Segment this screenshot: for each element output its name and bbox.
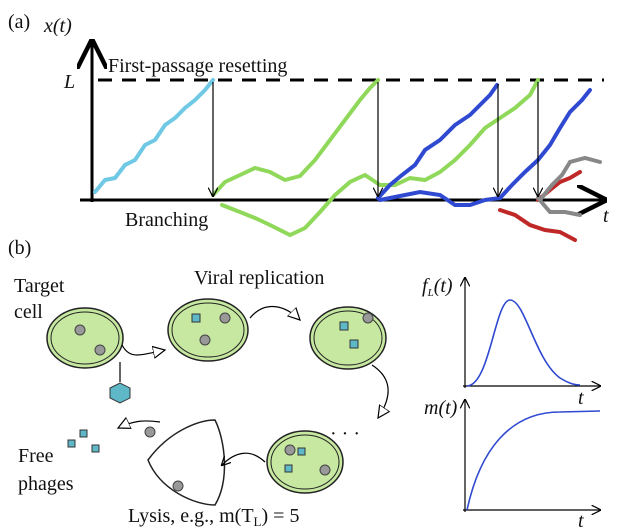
plot-bottom: m(t) t — [424, 397, 600, 529]
lysis-text: Lysis, e.g., m(T — [128, 505, 254, 527]
lysis-text: ) = 5 — [262, 505, 300, 527]
reset-arrows — [213, 82, 538, 196]
y-label: fL(t) — [422, 275, 453, 299]
cells — [47, 299, 386, 505]
panel-label: (a) — [8, 11, 30, 33]
y-label: m(t) — [424, 397, 458, 419]
free-phages-label: Free — [18, 445, 54, 467]
panel-label: (b) — [8, 237, 31, 259]
lysis-label: Lysis, e.g., m(TL) = 5 — [128, 505, 299, 529]
panel-b: (b) Target cell Viral replication Free p… — [8, 237, 600, 529]
viral-replication-label: Viral replication — [194, 267, 324, 289]
target-cell-label: cell — [14, 301, 43, 323]
y-label-text: (t) — [434, 275, 453, 297]
free-phages-label: phages — [18, 473, 74, 495]
threshold-label: L — [63, 71, 75, 93]
y-axis-label: x(t) — [43, 15, 72, 37]
lysis-subscript: L — [254, 514, 262, 529]
x-label: t — [578, 510, 584, 529]
plot-top: fL(t) t — [422, 275, 600, 409]
y-label-subscript: L — [427, 287, 434, 299]
panel-a: (a) x(t) L First-passage resetting Branc… — [8, 11, 609, 240]
x-label: t — [578, 387, 584, 409]
x-axis-label: t — [603, 205, 609, 227]
target-cell-label: Target — [14, 275, 65, 297]
figure: (a) x(t) L First-passage resetting Branc… — [0, 0, 621, 529]
bottom-label: Branching — [125, 209, 208, 231]
top-label: First-passage resetting — [108, 55, 287, 77]
